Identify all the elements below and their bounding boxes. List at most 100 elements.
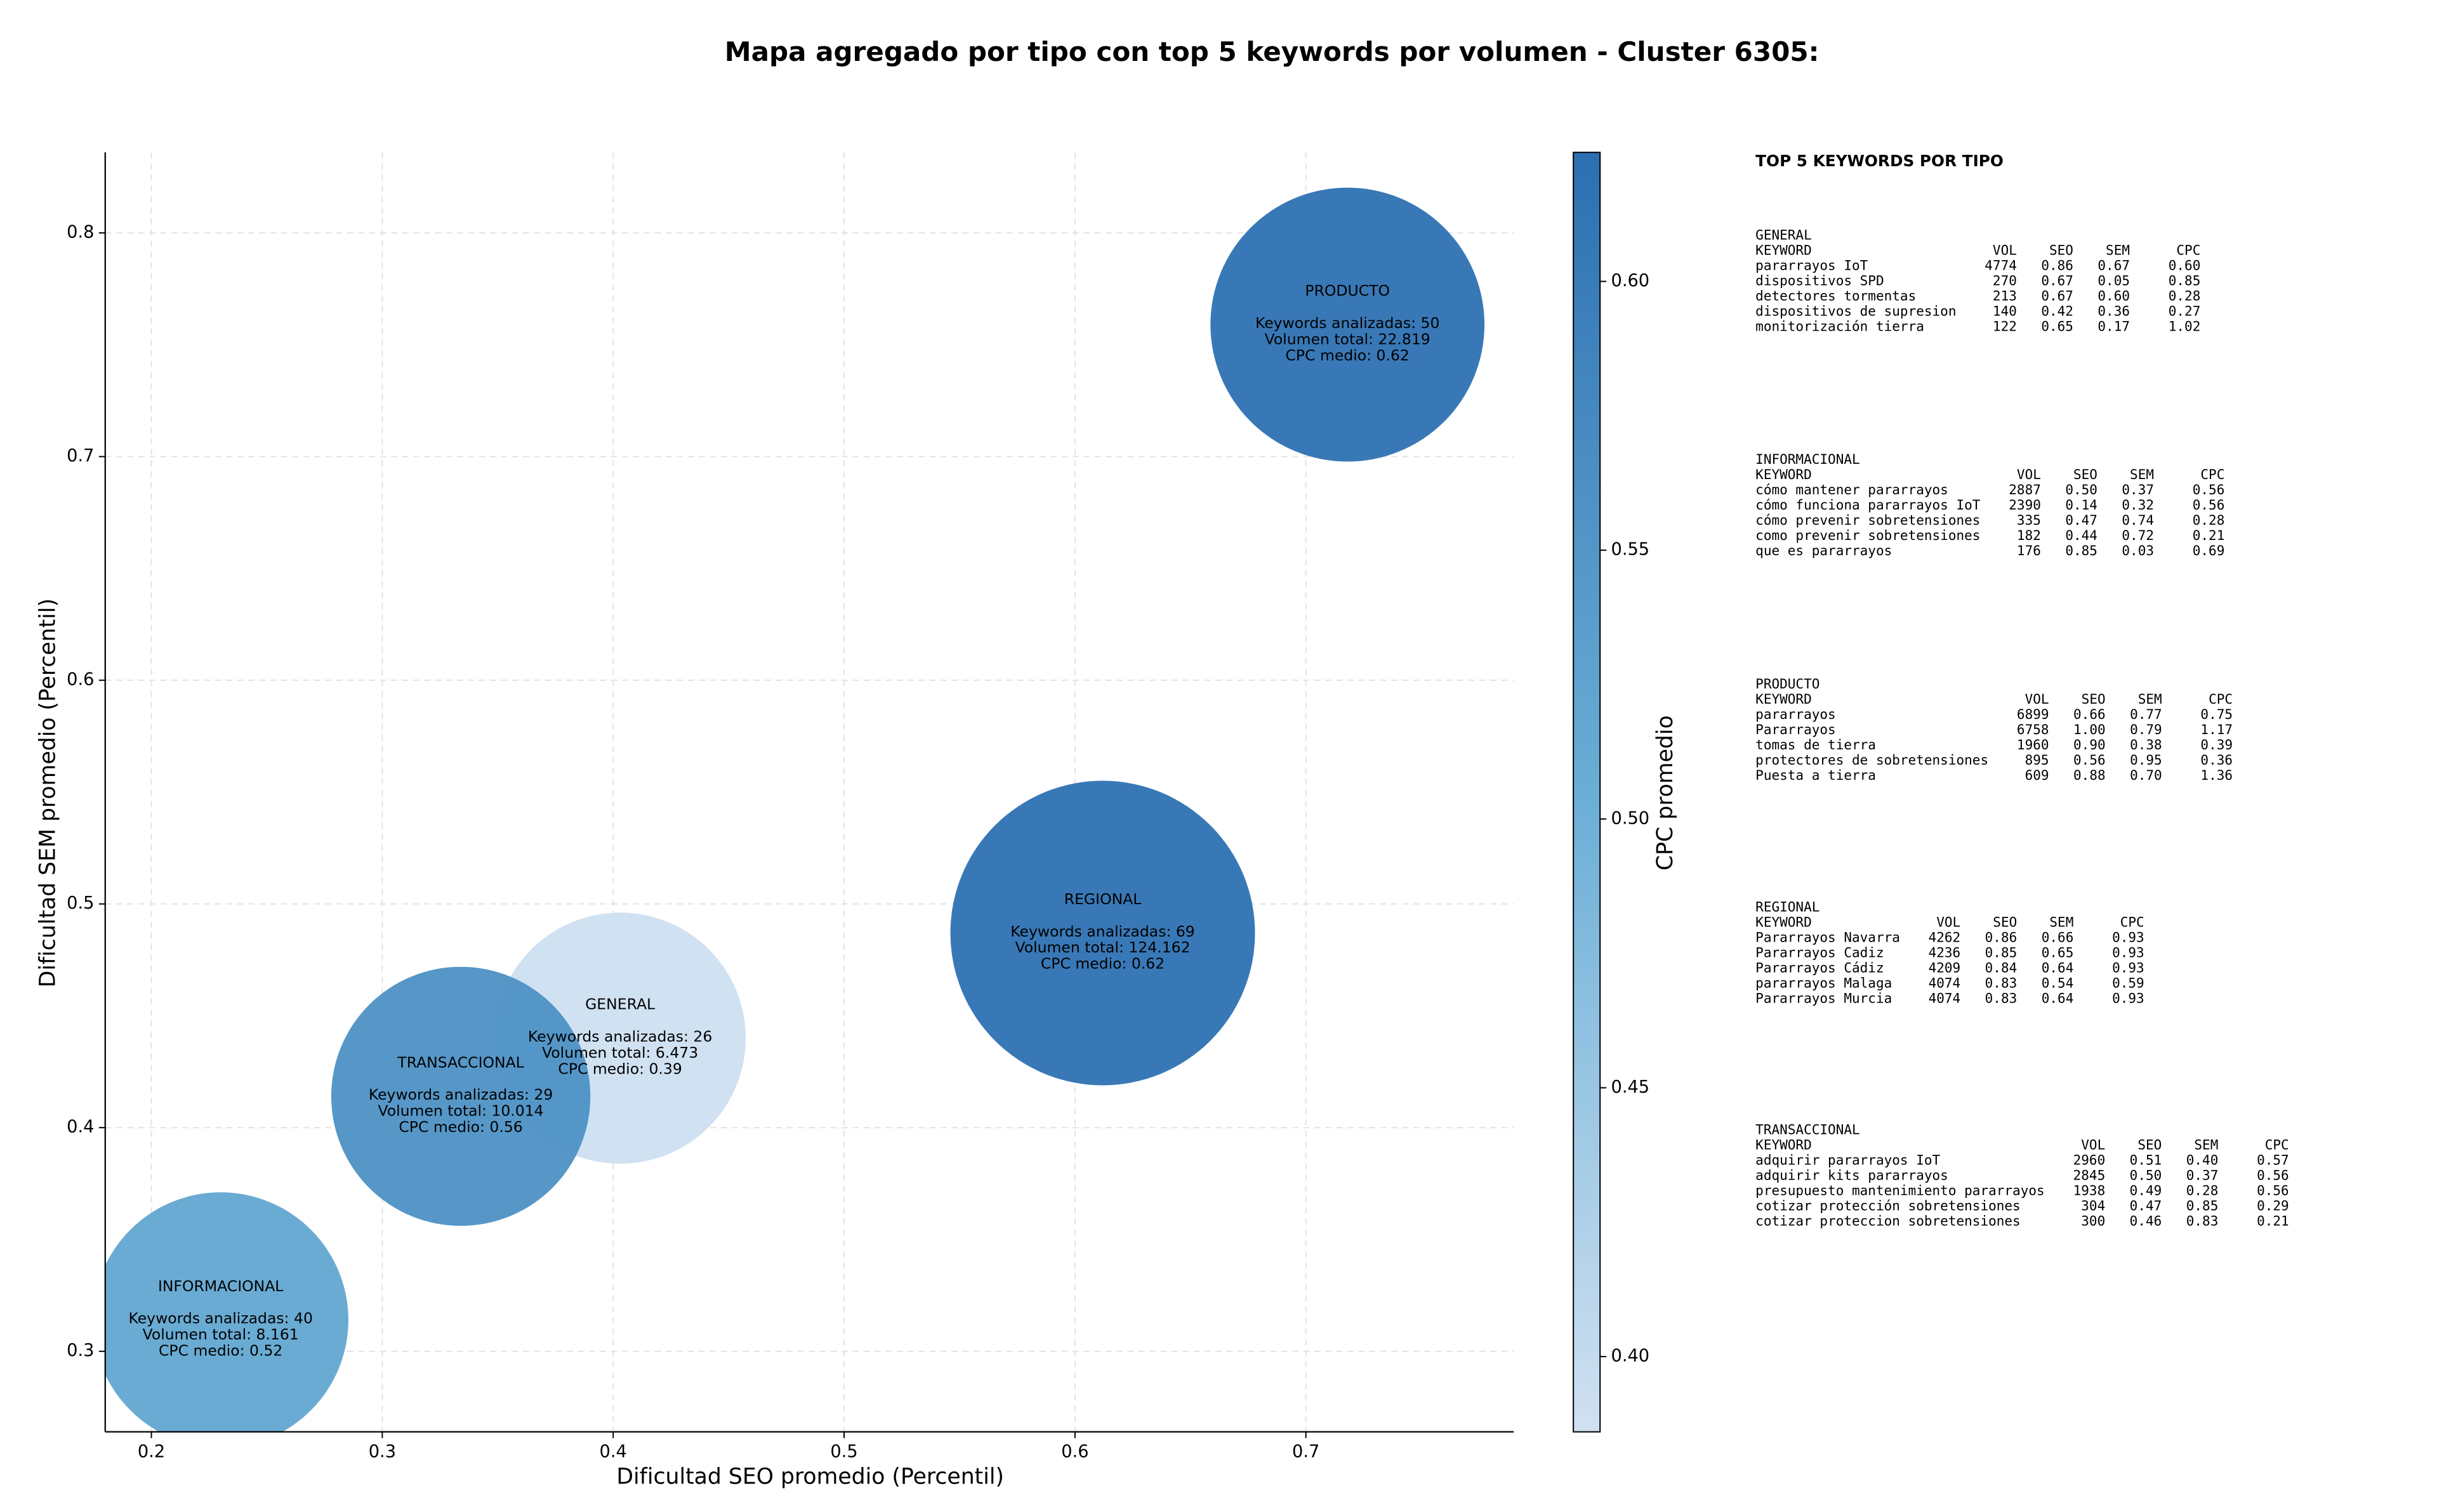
cell-value: 0.66 — [2042, 929, 2074, 945]
column-header: SEM — [2106, 242, 2130, 258]
cell-keyword: Pararrayos Murcia — [1755, 990, 1892, 1006]
cell-value: 176 — [2017, 542, 2041, 558]
x-tick-label: 0.2 — [138, 1442, 165, 1461]
colorbar-tick-label: 0.60 — [1611, 271, 1650, 291]
cell-value: 0.85 — [2186, 1198, 2219, 1214]
bubble — [331, 966, 591, 1226]
cell-value: 0.90 — [2073, 737, 2106, 753]
cell-value: 0.47 — [2130, 1198, 2162, 1214]
cell-value: 0.77 — [2130, 706, 2162, 722]
cell-value: 0.54 — [2042, 975, 2074, 990]
cell-value: 4074 — [1929, 990, 1961, 1006]
colorbar-tick-label: 0.40 — [1611, 1346, 1650, 1366]
cell-value: 0.85 — [2065, 542, 2097, 558]
column-header: VOL — [1993, 242, 2017, 258]
cell-value: 0.86 — [1985, 929, 2018, 945]
x-tick-label: 0.3 — [369, 1442, 396, 1461]
group-name: GENERAL — [1755, 227, 1812, 242]
bubble-annotation: CPC medio: 0.62 — [1286, 346, 1410, 364]
cell-value: 4236 — [1929, 944, 1961, 960]
colorbar-label: CPC promedio — [1653, 715, 1678, 871]
cell-value: 0.28 — [2169, 287, 2201, 303]
cell-keyword: pararrayos — [1755, 706, 1836, 722]
column-header: CPC — [2209, 691, 2233, 707]
cell-value: 0.60 — [2097, 287, 2130, 303]
column-header: CPC — [2200, 466, 2224, 482]
bubble-annotation: Keywords analizadas: 29 — [369, 1086, 553, 1103]
cell-value: 0.56 — [2193, 497, 2225, 513]
cell-value: 140 — [1993, 303, 2017, 319]
column-header: KEYWORD — [1755, 914, 1812, 930]
cell-value: 1960 — [2017, 737, 2049, 753]
cell-value: 0.17 — [2097, 318, 2130, 334]
cell-value: 4262 — [1929, 929, 1961, 945]
column-header: SEO — [2073, 466, 2097, 482]
cell-value: 0.70 — [2130, 767, 2162, 783]
column-header: SEM — [2049, 914, 2073, 930]
cell-keyword: cotizar proteccion sobretensiones — [1755, 1213, 2021, 1229]
column-header: VOL — [1936, 914, 1960, 930]
colorbar — [1573, 152, 1601, 1433]
cell-keyword: Pararrayos Navarra — [1755, 929, 1900, 945]
cell-value: 1.00 — [2073, 721, 2106, 737]
x-axis-label: Dificultad SEO promedio (Percentil) — [616, 1464, 1004, 1489]
cell-value: 0.56 — [2193, 482, 2225, 497]
cell-keyword: cotizar protección sobretensiones — [1755, 1198, 2021, 1214]
cell-value: 2960 — [2073, 1152, 2106, 1168]
cell-value: 0.67 — [2097, 257, 2130, 273]
bubble-annotation: Keywords analizadas: 50 — [1255, 314, 1439, 332]
panel-title: TOP 5 KEYWORDS POR TIPO — [1755, 152, 2004, 170]
colorbar-tick-label: 0.55 — [1611, 540, 1650, 560]
cell-keyword: pararrayos IoT — [1755, 257, 1868, 273]
cell-value: 0.28 — [2186, 1183, 2219, 1199]
y-tick-label: 0.3 — [67, 1341, 94, 1360]
cell-value: 0.88 — [2073, 767, 2106, 783]
cell-keyword: que es pararrayos — [1755, 542, 1892, 558]
cell-value: 304 — [2081, 1198, 2105, 1214]
bubble-annotation: Keywords analizadas: 40 — [128, 1310, 312, 1327]
cell-value: 300 — [2081, 1213, 2105, 1229]
cell-keyword: tomas de tierra — [1755, 737, 1876, 753]
cell-value: 1.02 — [2169, 318, 2201, 334]
cell-value: 0.14 — [2065, 497, 2097, 513]
y-tick-label: 0.6 — [67, 670, 94, 690]
cell-value: 0.36 — [2200, 752, 2233, 768]
cell-value: 0.36 — [2097, 303, 2130, 319]
column-header: VOL — [2017, 466, 2041, 482]
cell-value: 0.85 — [1985, 944, 2018, 960]
bubble — [1210, 187, 1485, 462]
cell-value: 0.05 — [2097, 272, 2130, 288]
column-header: CPC — [2265, 1137, 2289, 1153]
column-header: VOL — [2025, 691, 2049, 707]
cell-value: 0.86 — [2041, 257, 2073, 273]
column-header: KEYWORD — [1755, 691, 1812, 707]
cell-value: 0.66 — [2073, 706, 2106, 722]
bubble-label: TRANSACCIONAL — [397, 1053, 524, 1071]
group-name: REGIONAL — [1755, 898, 1819, 914]
cell-value: 1938 — [2073, 1183, 2106, 1199]
cell-keyword: cómo mantener pararrayos — [1755, 482, 1948, 497]
cell-value: 0.85 — [2169, 272, 2201, 288]
cell-value: 0.79 — [2130, 721, 2162, 737]
colorbar-tick-label: 0.45 — [1611, 1077, 1650, 1097]
cell-value: 0.46 — [2130, 1213, 2162, 1229]
bubble-annotation: Keywords analizadas: 69 — [1010, 923, 1194, 940]
bubble-annotation: CPC medio: 0.56 — [399, 1118, 522, 1136]
cell-keyword: como prevenir sobretensiones — [1755, 527, 1980, 543]
x-tick-label: 0.7 — [1292, 1442, 1319, 1461]
cell-value: 2845 — [2073, 1167, 2106, 1183]
chart-title: Mapa agregado por tipo con top 5 keyword… — [725, 36, 1819, 67]
bubble-label: GENERAL — [585, 996, 655, 1013]
cell-value: 0.83 — [1985, 990, 2018, 1006]
cell-keyword: cómo prevenir sobretensiones — [1755, 512, 1980, 528]
column-header: KEYWORD — [1755, 242, 1812, 258]
cell-value: 0.93 — [2112, 990, 2144, 1006]
bubble-annotation: Volumen total: 22.819 — [1265, 330, 1430, 348]
y-tick-label: 0.8 — [67, 223, 94, 242]
cell-value: 0.37 — [2122, 482, 2154, 497]
column-header: VOL — [2081, 1137, 2105, 1153]
cell-value: 0.42 — [2041, 303, 2073, 319]
cell-value: 0.32 — [2122, 497, 2154, 513]
cell-value: 0.74 — [2122, 512, 2154, 528]
